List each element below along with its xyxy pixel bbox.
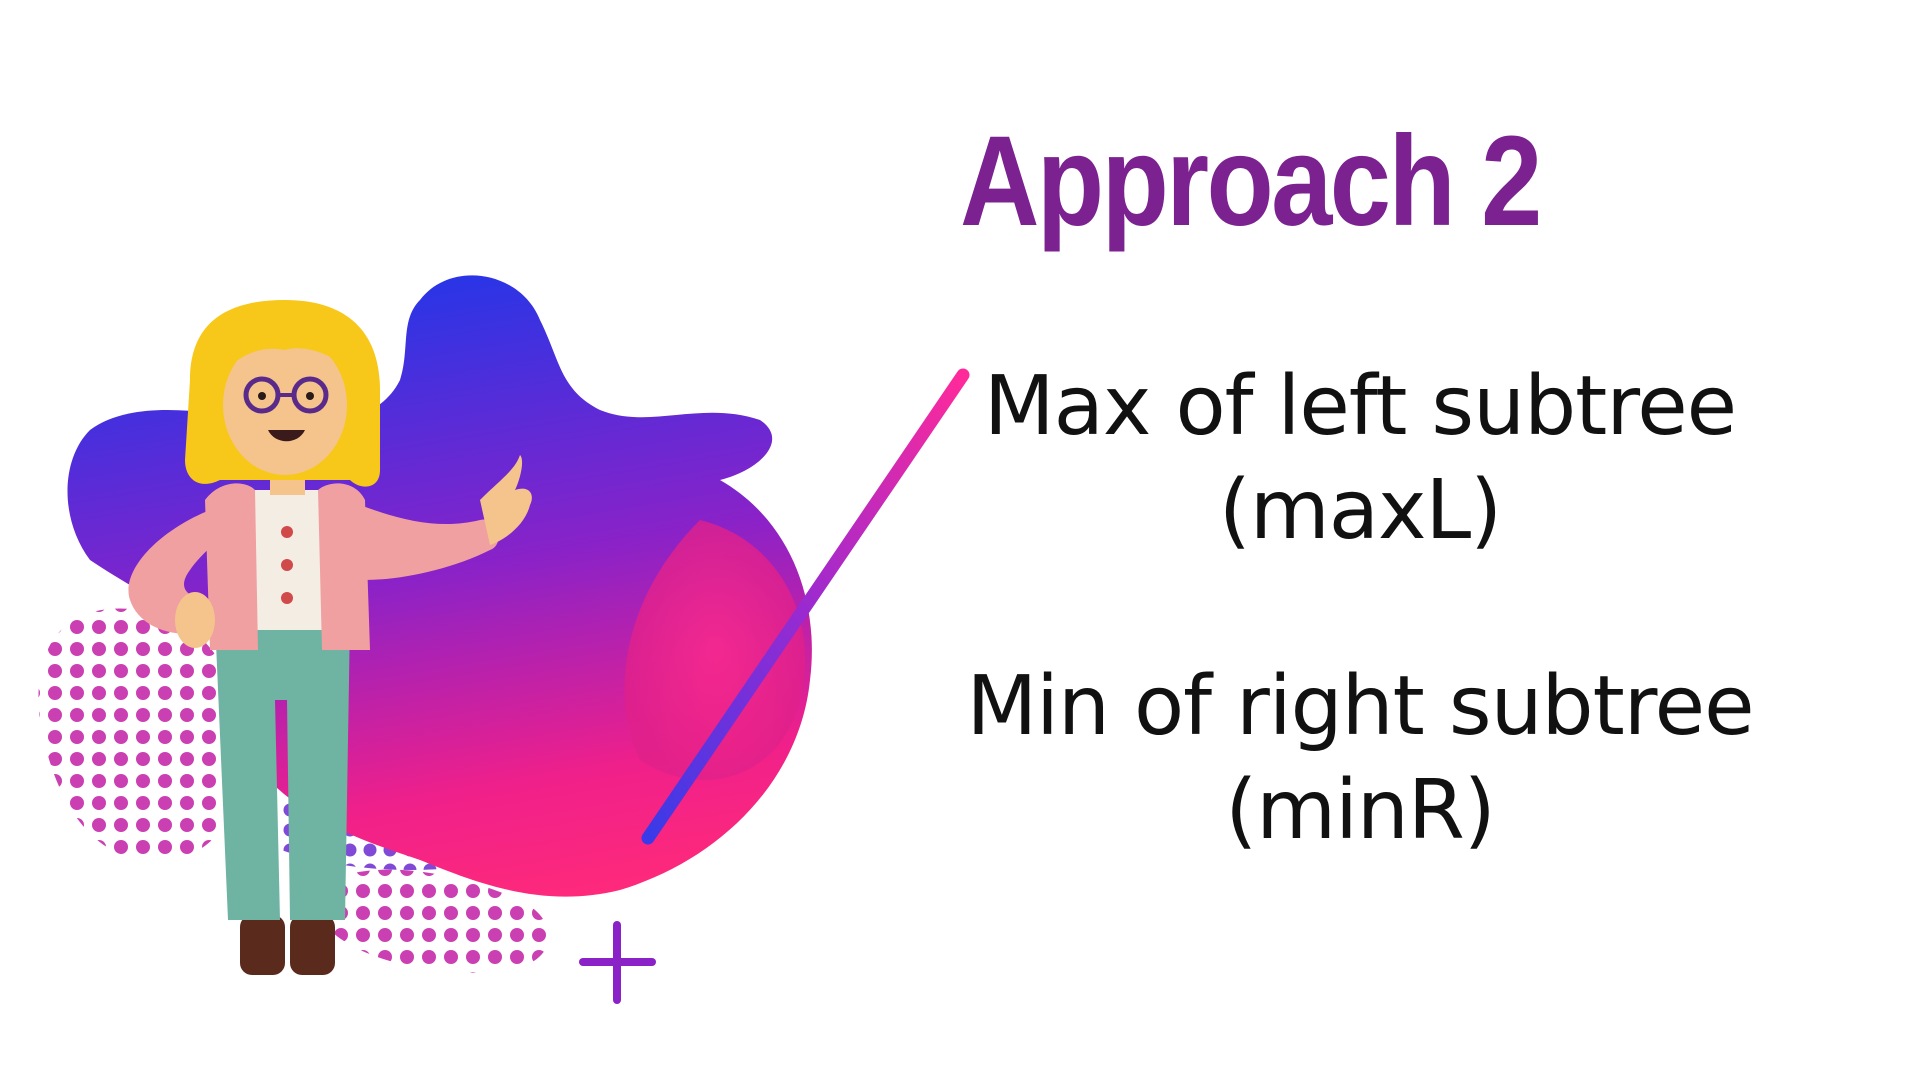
point-max-left: Max of left subtree (maxL) [940, 355, 1780, 563]
pointer-stick-icon [641, 368, 970, 845]
points-list: Max of left subtree (maxL) Min of right … [940, 355, 1780, 955]
point-label: (maxL) [1218, 463, 1502, 558]
point-label: (minR) [1225, 763, 1496, 858]
point-min-right: Min of right subtree (minR) [940, 655, 1780, 863]
illustration [38, 275, 970, 1004]
point-text: Max of left subtree [983, 359, 1737, 454]
halftone-dots-icon [38, 608, 243, 862]
plus-icon [579, 921, 656, 1004]
halftone-dots-icon [330, 869, 549, 973]
slide-title: Approach 2 [960, 110, 1542, 253]
point-text: Min of right subtree [966, 659, 1754, 754]
gradient-blob-icon [624, 520, 806, 780]
presenter-character-icon [128, 300, 532, 975]
